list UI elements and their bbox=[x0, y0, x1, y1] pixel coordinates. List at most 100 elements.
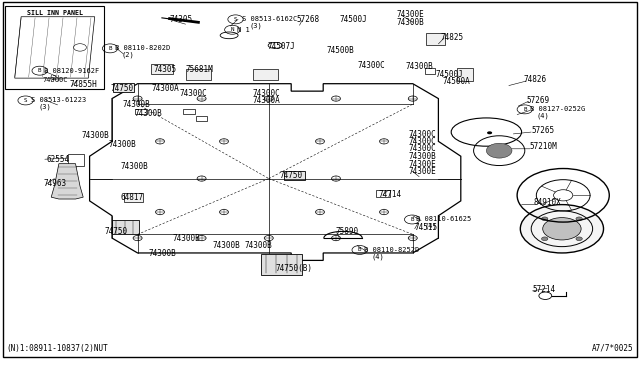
Text: 74300B: 74300B bbox=[123, 100, 150, 109]
Text: 57214: 57214 bbox=[532, 285, 556, 294]
Text: 57265: 57265 bbox=[531, 126, 554, 135]
Text: 57210M: 57210M bbox=[530, 142, 557, 151]
Text: 74305: 74305 bbox=[154, 65, 177, 74]
Text: 74750(B): 74750(B) bbox=[275, 264, 312, 273]
Text: SILL INN PANEL: SILL INN PANEL bbox=[27, 10, 83, 16]
Text: 62554: 62554 bbox=[46, 155, 69, 164]
Text: 74300E: 74300E bbox=[408, 160, 436, 169]
Bar bbox=[457, 68, 472, 81]
Text: 74300C: 74300C bbox=[179, 89, 207, 98]
Text: B 08127-0252G: B 08127-0252G bbox=[530, 106, 585, 112]
Text: 75890: 75890 bbox=[335, 227, 358, 236]
Text: (4): (4) bbox=[425, 223, 438, 230]
Text: 74507J: 74507J bbox=[268, 42, 295, 51]
Text: B: B bbox=[410, 217, 414, 222]
Circle shape bbox=[487, 131, 492, 134]
Text: 74714: 74714 bbox=[379, 190, 402, 199]
Text: 74300C: 74300C bbox=[42, 77, 67, 83]
Text: B: B bbox=[358, 247, 362, 253]
Bar bbox=[151, 64, 173, 74]
Bar bbox=[253, 69, 278, 80]
Text: S: S bbox=[24, 98, 28, 103]
Text: 74750: 74750 bbox=[110, 84, 133, 93]
Text: 74300B: 74300B bbox=[120, 162, 148, 171]
Text: 57268: 57268 bbox=[297, 15, 320, 24]
Text: B 08120-9162F: B 08120-9162F bbox=[44, 68, 99, 74]
Bar bbox=[124, 193, 143, 202]
Circle shape bbox=[486, 143, 512, 158]
Bar bbox=[284, 171, 305, 180]
Text: 74300B: 74300B bbox=[397, 18, 424, 27]
Text: 74305: 74305 bbox=[170, 15, 193, 24]
Text: 74300C: 74300C bbox=[408, 137, 436, 146]
Circle shape bbox=[541, 237, 548, 241]
Bar bbox=[186, 69, 211, 80]
Text: 74855H: 74855H bbox=[69, 80, 97, 89]
Text: 75681M: 75681M bbox=[186, 65, 213, 74]
Text: B: B bbox=[38, 68, 42, 73]
Text: 74500J: 74500J bbox=[339, 15, 367, 24]
Text: 74300B: 74300B bbox=[244, 241, 272, 250]
Text: B 08110-8252D: B 08110-8252D bbox=[364, 247, 419, 253]
Text: 74300E: 74300E bbox=[408, 167, 436, 176]
Text: N: N bbox=[230, 27, 234, 32]
Text: 74515: 74515 bbox=[415, 223, 438, 232]
Text: 74300A: 74300A bbox=[253, 96, 280, 105]
Bar bbox=[113, 225, 134, 233]
Text: (2): (2) bbox=[122, 52, 134, 58]
Text: 74300C: 74300C bbox=[408, 130, 436, 139]
Text: 74300B: 74300B bbox=[173, 234, 200, 243]
Circle shape bbox=[576, 237, 582, 241]
Text: 74500B: 74500B bbox=[326, 46, 354, 55]
Text: 74300A: 74300A bbox=[152, 84, 179, 93]
Text: (3): (3) bbox=[250, 23, 262, 29]
Bar bbox=[5, 6, 104, 89]
Circle shape bbox=[520, 205, 604, 253]
Text: B 08110-8202D: B 08110-8202D bbox=[115, 45, 170, 51]
Text: A7/7*0025: A7/7*0025 bbox=[592, 344, 634, 353]
Bar bbox=[376, 190, 390, 197]
Text: 74750: 74750 bbox=[279, 171, 302, 180]
Text: 64817: 64817 bbox=[120, 193, 143, 202]
Text: 74500J: 74500J bbox=[435, 70, 463, 79]
Text: 74300C: 74300C bbox=[253, 89, 280, 98]
Bar bbox=[183, 109, 195, 114]
Text: (4): (4) bbox=[371, 253, 384, 260]
Text: 74300C: 74300C bbox=[357, 61, 385, 70]
Text: 74825: 74825 bbox=[440, 33, 463, 42]
Bar bbox=[425, 68, 435, 74]
Text: 74500A: 74500A bbox=[443, 77, 470, 86]
Text: 74300B: 74300B bbox=[82, 131, 109, 140]
Text: 74750: 74750 bbox=[105, 227, 128, 236]
Text: (2): (2) bbox=[48, 74, 61, 81]
Text: 74300B: 74300B bbox=[406, 62, 433, 71]
Text: 74300B: 74300B bbox=[408, 152, 436, 161]
Bar bbox=[112, 220, 139, 234]
Text: 74963: 74963 bbox=[44, 179, 67, 187]
Text: B 08110-61625: B 08110-61625 bbox=[416, 217, 471, 222]
Text: S: S bbox=[234, 17, 237, 22]
Text: 74300C: 74300C bbox=[408, 144, 436, 153]
Text: 74300B: 74300B bbox=[212, 241, 240, 250]
Circle shape bbox=[541, 217, 548, 221]
Text: 74300E: 74300E bbox=[397, 10, 424, 19]
Bar bbox=[196, 116, 207, 121]
Text: B: B bbox=[523, 107, 527, 112]
Circle shape bbox=[543, 218, 581, 240]
Text: 84910X: 84910X bbox=[534, 198, 561, 207]
Text: 74300B: 74300B bbox=[134, 109, 162, 118]
Text: (N)1:08911-10837(2)NUT: (N)1:08911-10837(2)NUT bbox=[6, 344, 108, 353]
Bar bbox=[135, 109, 147, 114]
Polygon shape bbox=[51, 164, 83, 199]
Bar bbox=[426, 33, 445, 45]
Circle shape bbox=[576, 217, 582, 221]
Text: 74826: 74826 bbox=[524, 76, 547, 84]
Bar bbox=[261, 254, 302, 275]
Text: 74300B: 74300B bbox=[109, 140, 136, 149]
Text: (3): (3) bbox=[38, 104, 51, 110]
Text: (4): (4) bbox=[536, 113, 549, 119]
Text: S 08513-6162C: S 08513-6162C bbox=[242, 16, 297, 22]
Text: B: B bbox=[108, 46, 112, 51]
Text: 74300B: 74300B bbox=[148, 249, 176, 258]
Bar bbox=[113, 83, 134, 92]
